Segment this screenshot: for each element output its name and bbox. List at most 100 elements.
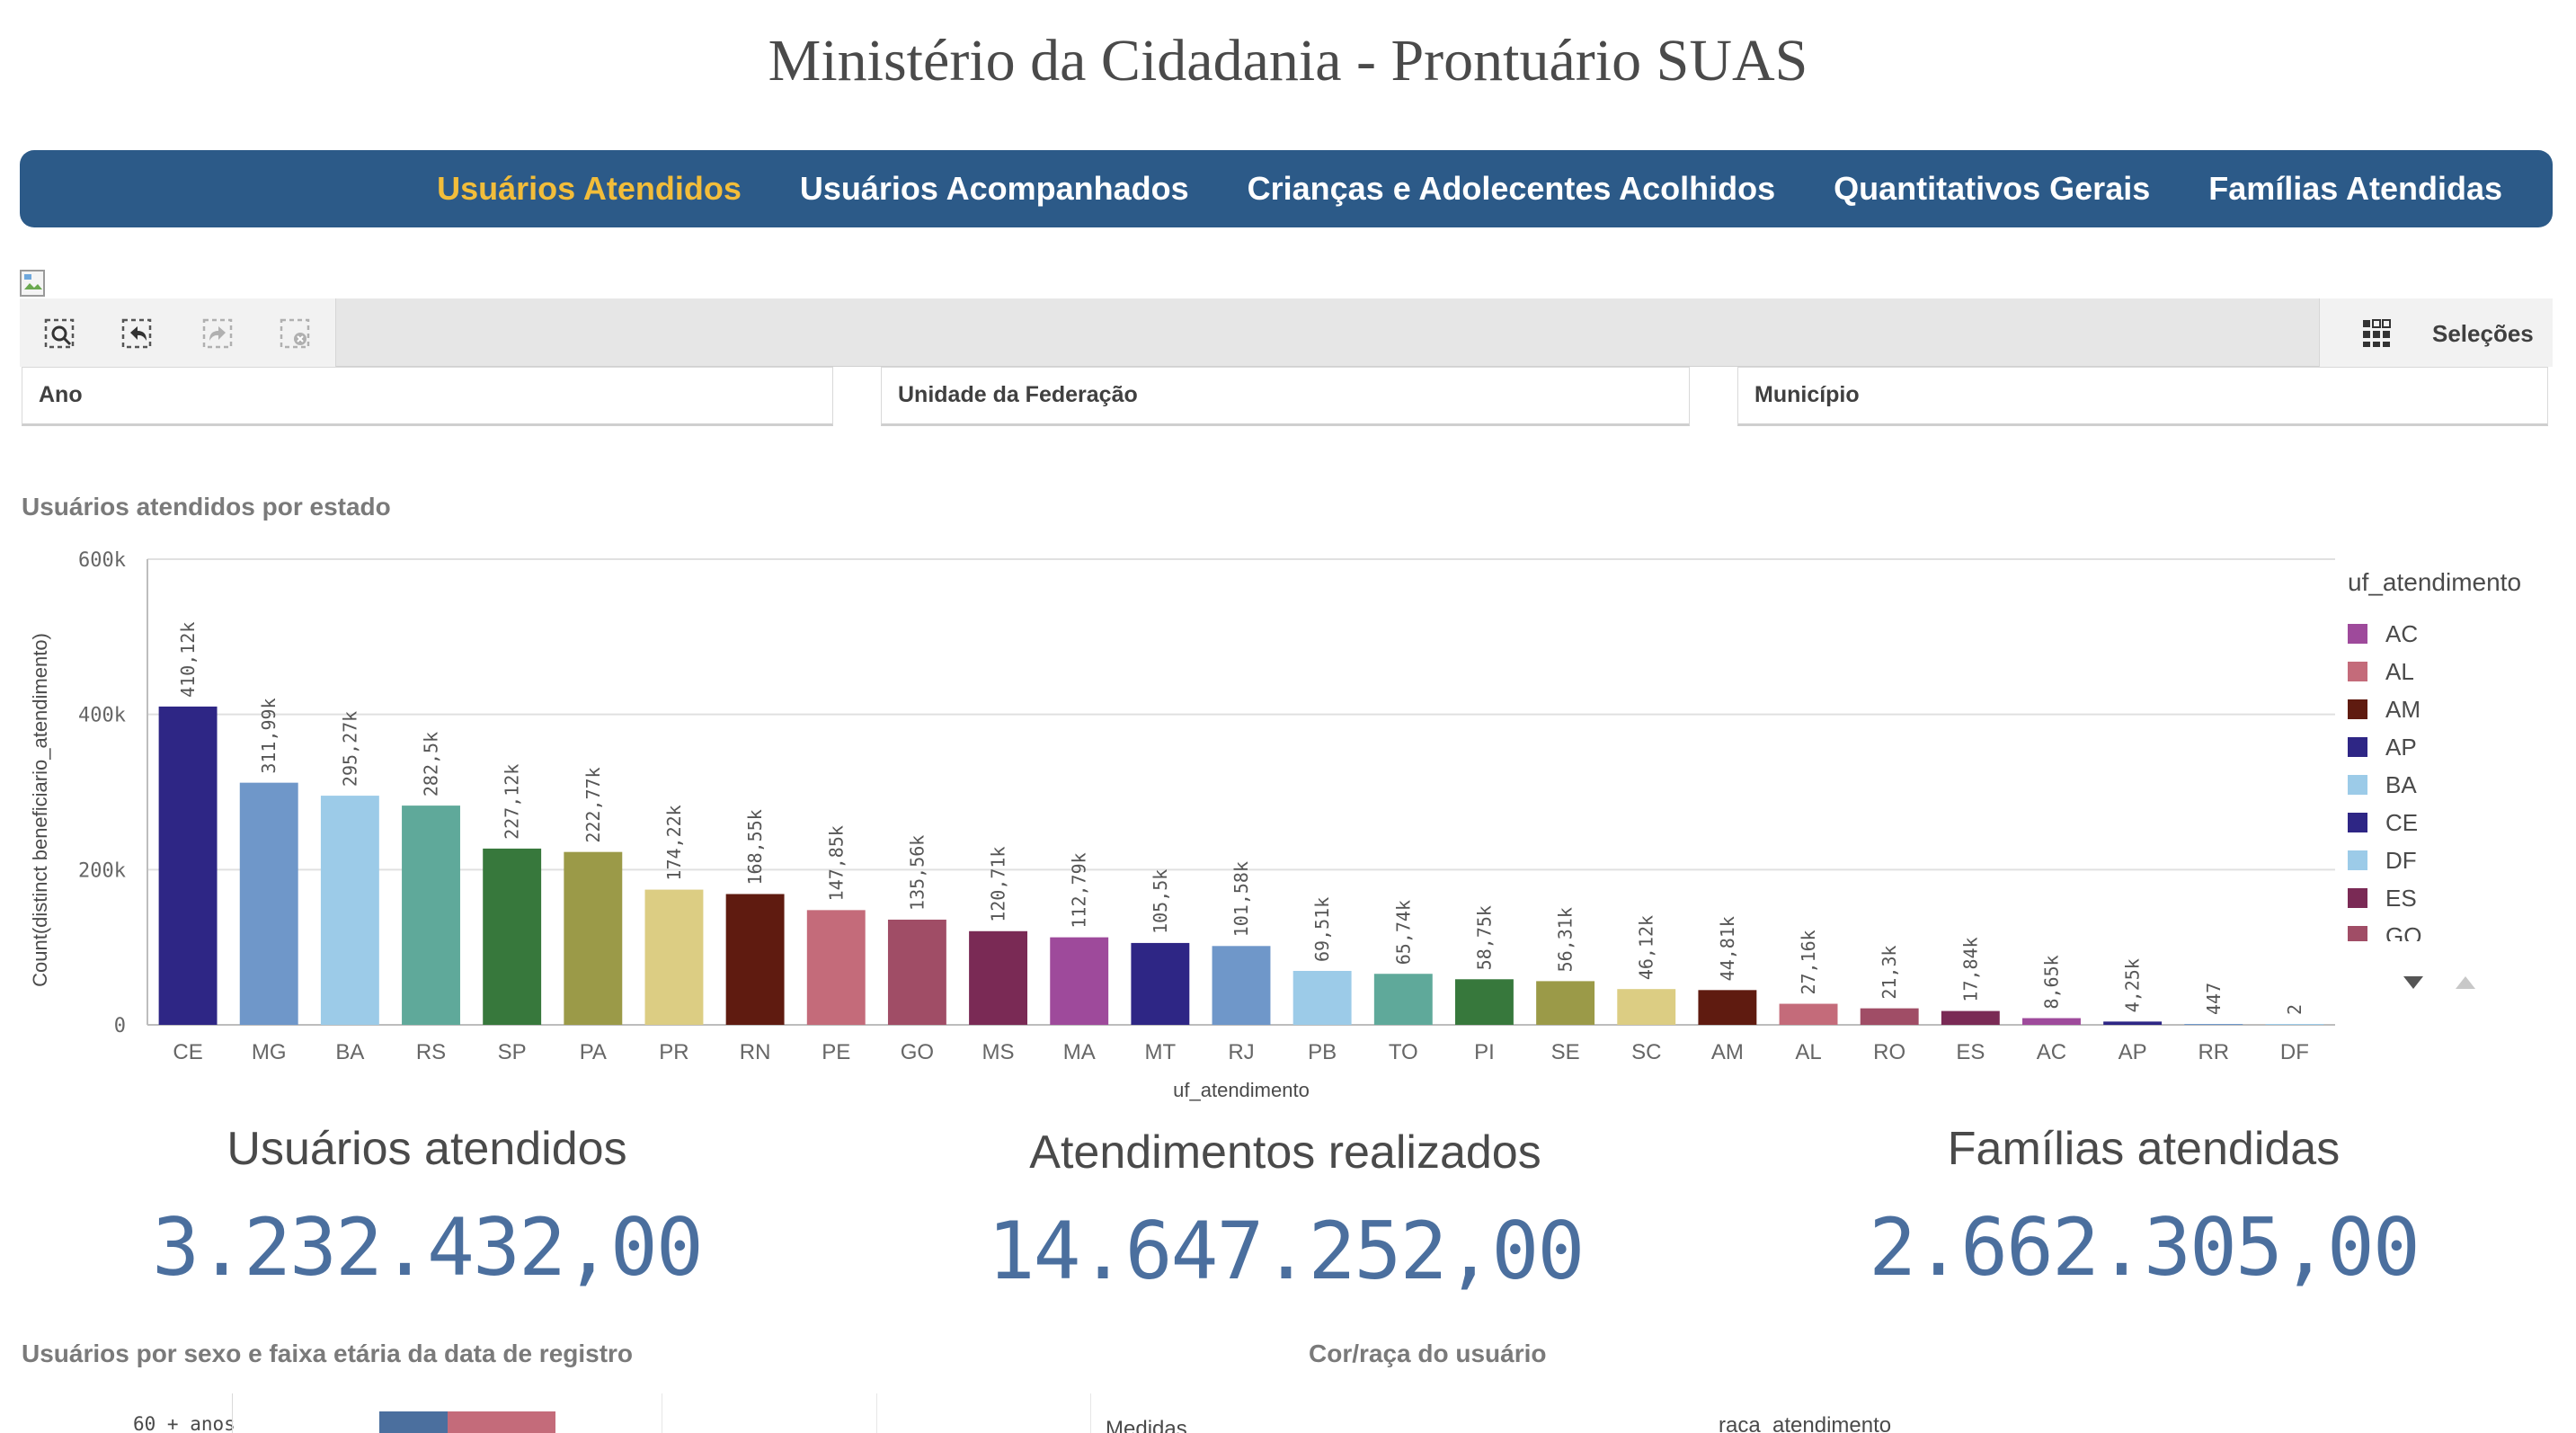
legend-scroll-down-icon[interactable]	[2400, 971, 2427, 992]
bar-ma[interactable]	[1050, 937, 1109, 1025]
nav-tab-usuarios-atendidos[interactable]: Usuários Atendidos	[437, 170, 742, 207]
selections-button[interactable]: Seleções	[2319, 298, 2553, 367]
x-tick-label: TO	[1389, 1040, 1418, 1064]
legend-item-df[interactable]: DF	[2348, 841, 2554, 879]
bar-sc[interactable]	[1617, 989, 1676, 1025]
legend-swatch	[2348, 737, 2367, 757]
x-tick-label: PE	[822, 1040, 850, 1064]
sexo-axis-line	[232, 1393, 233, 1433]
clear-selections-icon[interactable]	[278, 316, 314, 352]
nav-tab-familias-atendidas[interactable]: Famílias Atendidas	[2208, 170, 2502, 207]
legend-item-go[interactable]: GO	[2348, 917, 2554, 941]
bar-to[interactable]	[1373, 974, 1433, 1025]
broken-image-icon	[20, 270, 45, 297]
bar-pr[interactable]	[644, 889, 704, 1025]
selections-label: Seleções	[2432, 320, 2534, 347]
bar-se[interactable]	[1536, 981, 1595, 1025]
x-tick-label: AP	[2119, 1040, 2147, 1064]
bar-df[interactable]	[2265, 1024, 2324, 1025]
bar-rr[interactable]	[2184, 1024, 2243, 1025]
legend-label: ES	[2385, 884, 2417, 912]
data-label: 17,84k	[1959, 937, 1981, 1001]
x-tick-label: MG	[252, 1040, 287, 1064]
legend-item-ce[interactable]: CE	[2348, 804, 2554, 841]
data-label: 311,99k	[258, 698, 280, 773]
x-tick-label: RS	[416, 1040, 446, 1064]
bar-pe[interactable]	[806, 910, 866, 1025]
step-forward-icon[interactable]	[200, 316, 236, 352]
legend-label: AM	[2385, 695, 2421, 723]
nav-tab-usuarios-acompanhados[interactable]: Usuários Acompanhados	[799, 170, 1189, 207]
bar-ba[interactable]	[320, 796, 379, 1025]
step-back-icon[interactable]	[120, 316, 155, 352]
filter-municipio-label: Município	[1754, 382, 1860, 407]
legend-items: AC AL AM AP BA CE DF ES GO	[2348, 615, 2554, 941]
smart-search-icon[interactable]	[42, 316, 78, 352]
legend-swatch	[2348, 775, 2367, 795]
x-tick-label: MA	[1063, 1040, 1096, 1064]
legend-item-ba[interactable]: BA	[2348, 766, 2554, 804]
bar-am[interactable]	[1698, 990, 1757, 1025]
data-label: 8,65k	[2040, 955, 2062, 1009]
y-tick-label: 0	[114, 1015, 126, 1037]
bar-mt[interactable]	[1131, 942, 1190, 1025]
x-tick-label: GO	[901, 1040, 934, 1064]
bar-ce[interactable]	[158, 706, 218, 1025]
nav-tab-quantitativos-gerais[interactable]: Quantitativos Gerais	[1834, 170, 2151, 207]
bar-pb[interactable]	[1292, 970, 1352, 1025]
legend-swatch	[2348, 926, 2367, 941]
bar-rn[interactable]	[725, 894, 785, 1025]
x-tick-label: DF	[2280, 1040, 2309, 1064]
bar-ap[interactable]	[2103, 1021, 2163, 1025]
legend-swatch	[2348, 850, 2367, 870]
x-tick-label: BA	[335, 1040, 364, 1064]
bottom-charts-clip: 60 + anos Medidas raca_atendimento	[0, 1393, 2576, 1433]
nav-tab-criancas-adolecentes[interactable]: Crianças e Adolecentes Acolhidos	[1247, 170, 1776, 207]
kpi-familias-atendidas: Famílias atendidas 2.662.305,00	[1784, 1122, 2503, 1294]
filter-unidade-federacao[interactable]: Unidade da Federação	[881, 367, 1690, 426]
bar-ms[interactable]	[969, 930, 1028, 1025]
legend-label: GO	[2385, 921, 2422, 942]
filter-ano[interactable]: Ano	[22, 367, 833, 426]
bar-go[interactable]	[887, 919, 946, 1025]
sexo-bar-male[interactable]	[379, 1411, 448, 1433]
chart-legend: uf_atendimento AC AL AM AP BA CE DF ES GO	[2348, 568, 2554, 941]
bar-es[interactable]	[1941, 1010, 2000, 1025]
legend-item-es[interactable]: ES	[2348, 879, 2554, 917]
x-tick-label: SP	[498, 1040, 527, 1064]
y-tick-label: 200k	[78, 859, 126, 882]
x-tick-label: PR	[659, 1040, 688, 1064]
bar-pi[interactable]	[1454, 979, 1514, 1025]
kpi-usuarios-value: 3.232.432,00	[152, 1201, 704, 1294]
x-tick-label: MT	[1145, 1040, 1177, 1064]
kpi-familias-value: 2.662.305,00	[1869, 1201, 2421, 1294]
bar-al[interactable]	[1779, 1003, 1838, 1025]
data-label: 69,51k	[1311, 897, 1333, 962]
legend-item-ac[interactable]: AC	[2348, 615, 2554, 653]
page-title: Ministério da Cidadania - Prontuário SUA…	[768, 28, 1808, 93]
sexo-bar-female[interactable]	[448, 1411, 555, 1433]
bar-rs[interactable]	[402, 806, 460, 1025]
selection-toolbar: Seleções	[20, 298, 2553, 367]
legend-label: BA	[2385, 770, 2417, 798]
filter-ano-label: Ano	[39, 382, 83, 407]
filter-municipio[interactable]: Município	[1737, 367, 2548, 426]
legend-swatch	[2348, 699, 2367, 719]
x-axis-title: uf_atendimento	[1173, 1079, 1310, 1101]
bar-ac[interactable]	[2022, 1018, 2081, 1025]
legend-item-al[interactable]: AL	[2348, 653, 2554, 690]
legend-item-am[interactable]: AM	[2348, 690, 2554, 728]
bar-ro[interactable]	[1860, 1008, 1919, 1025]
bar-pa[interactable]	[564, 851, 623, 1025]
kpi-atendimentos-realizados: Atendimentos realizados 14.647.252,00	[926, 1126, 1645, 1297]
tool-group	[20, 298, 336, 367]
legend-scroll-up-icon[interactable]	[2452, 971, 2479, 992]
bar-mg[interactable]	[239, 782, 298, 1025]
legend-item-ap[interactable]: AP	[2348, 728, 2554, 766]
legend-label: AC	[2385, 619, 2419, 647]
x-tick-label: RO	[1873, 1040, 1905, 1064]
data-label: 27,16k	[1798, 930, 1819, 994]
bar-rj[interactable]	[1212, 946, 1271, 1025]
bar-sp[interactable]	[483, 848, 542, 1025]
cor-raca-title: Cor/raça do usuário	[1309, 1340, 1547, 1367]
